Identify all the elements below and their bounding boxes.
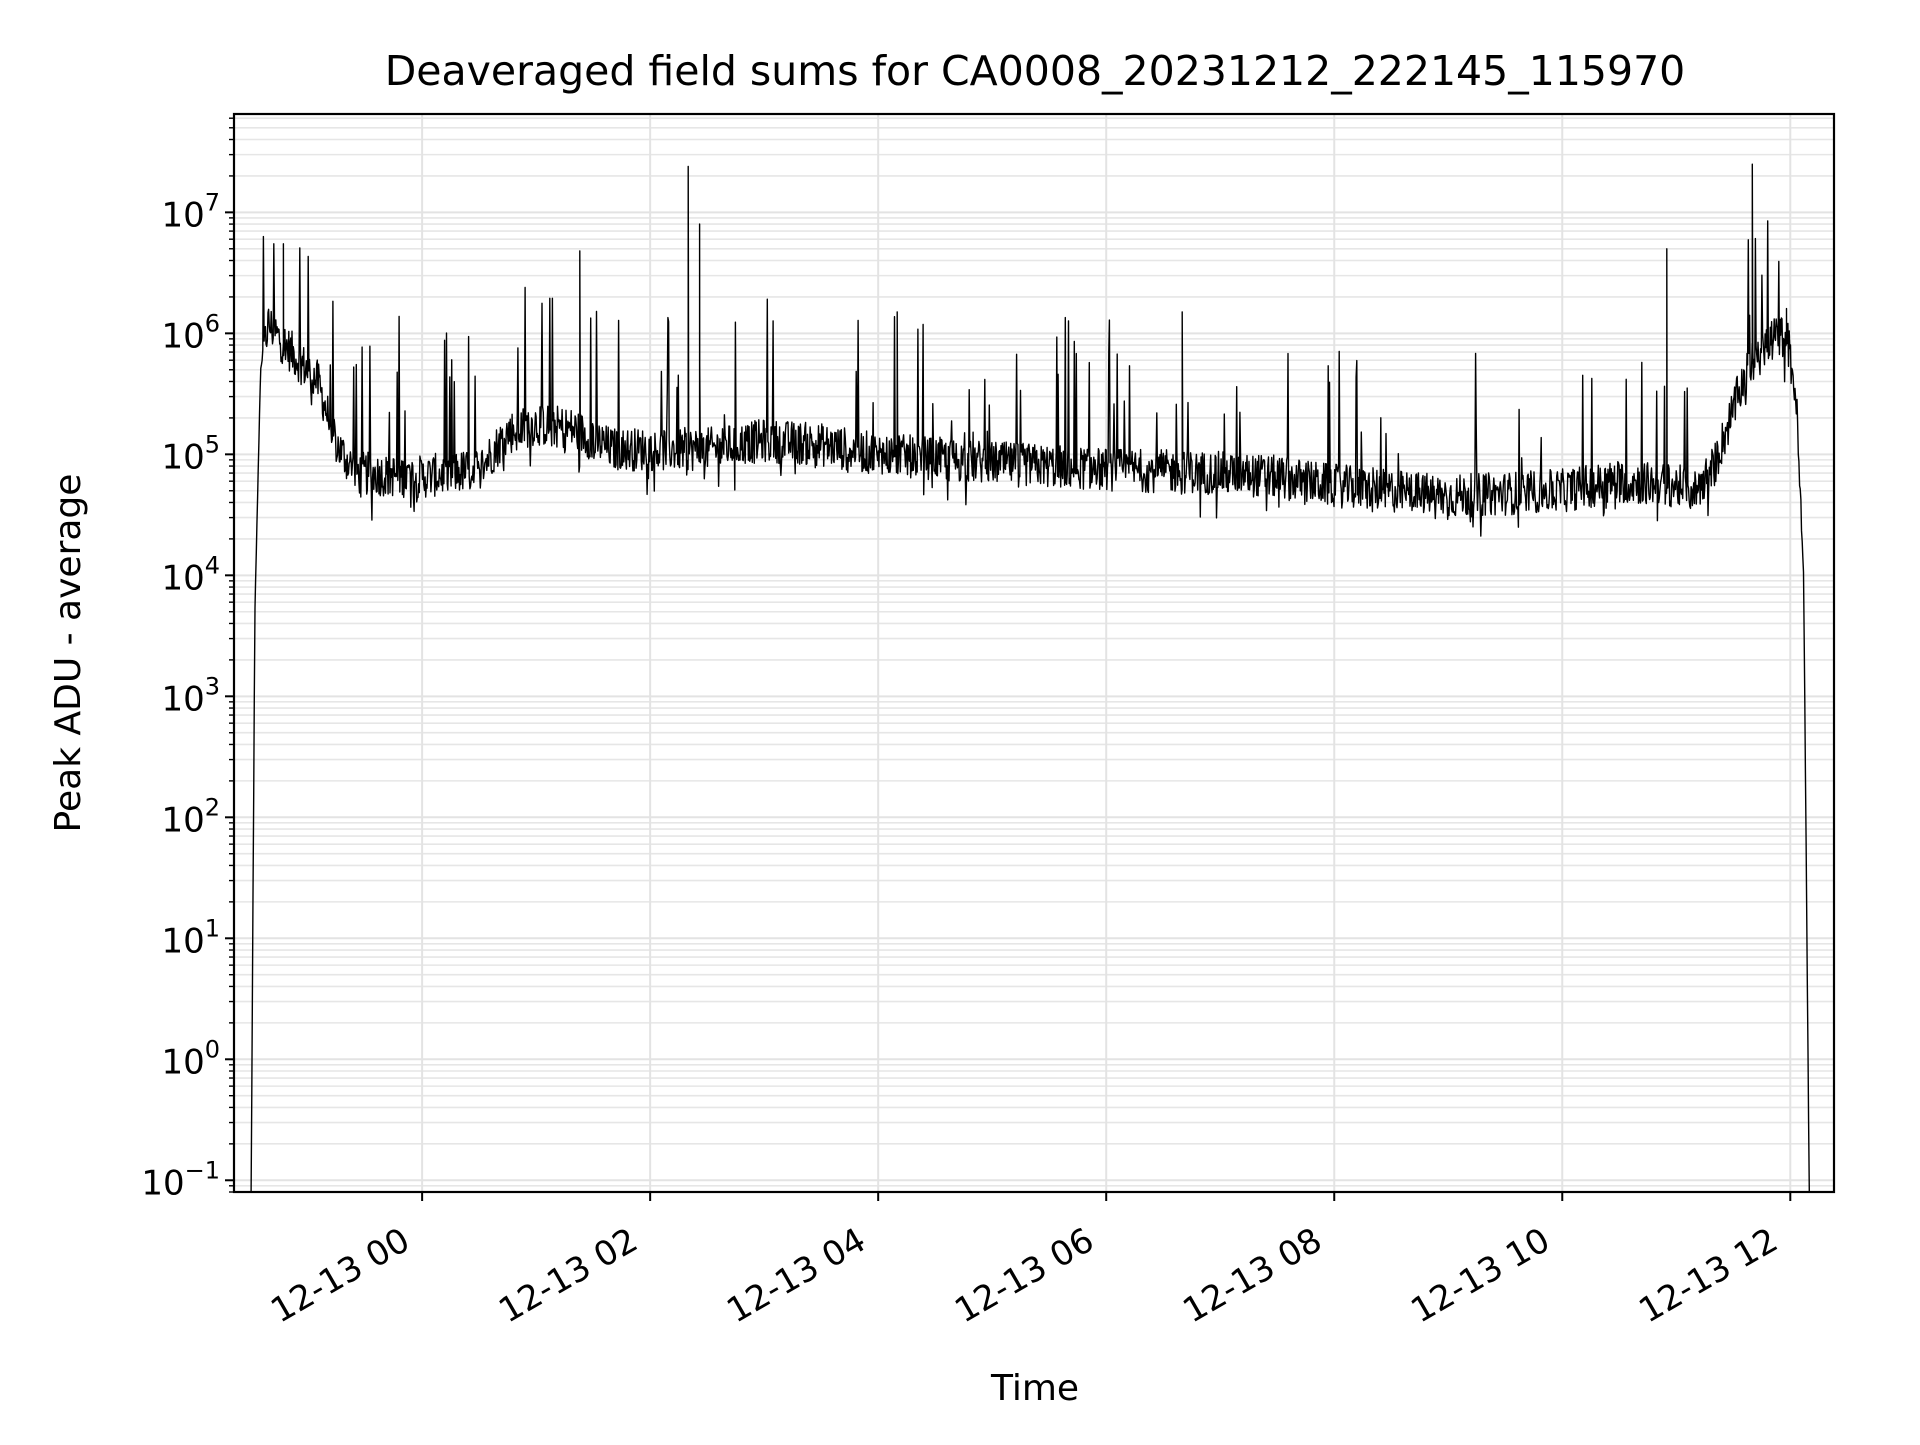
x-tick-label: 12-13 12 xyxy=(1632,1220,1784,1331)
x-tick-label: 12-13 02 xyxy=(492,1220,644,1331)
y-tick-label: 100 xyxy=(161,1035,220,1082)
y-tick-label: 104 xyxy=(161,551,220,598)
y-tick-label: 101 xyxy=(161,914,220,961)
x-tick-label: 12-13 10 xyxy=(1404,1220,1556,1331)
x-tick-label: 12-13 08 xyxy=(1176,1220,1328,1331)
x-axis-label: Time xyxy=(990,1368,1079,1409)
y-tick-label: 106 xyxy=(161,309,220,356)
y-tick-label: 107 xyxy=(161,188,220,235)
x-axis: 12-13 00 12-13 02 12-13 04 12-13 06 12-13 08… xyxy=(264,1192,1792,1331)
y-tick-label: 105 xyxy=(161,430,220,477)
y-tick-label: 103 xyxy=(161,672,220,719)
grid-layer xyxy=(234,114,1834,1193)
y-axis-label: Peak ADU - average xyxy=(48,474,89,833)
x-tick-label: 12-13 06 xyxy=(948,1220,1100,1331)
y-tick-label: 10−1 xyxy=(141,1156,220,1203)
series-line xyxy=(250,163,1810,1193)
chart-title: Deaveraged field sums for CA0008_2023121… xyxy=(385,47,1686,95)
y-tick-label: 102 xyxy=(161,793,220,840)
plot-frame xyxy=(232,112,1836,1194)
y-axis: 10−1 100 101 102 103 104 105 106 107 xyxy=(141,117,234,1203)
x-tick-label: 12-13 04 xyxy=(720,1220,872,1331)
x-tick-label: 12-13 00 xyxy=(264,1220,416,1331)
